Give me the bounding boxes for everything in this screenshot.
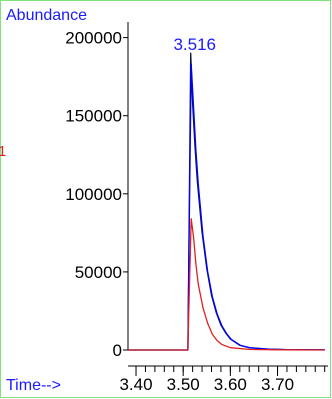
- side-marker: 1: [0, 143, 6, 160]
- x-axis-label: Time-->: [6, 377, 61, 394]
- y-tick-label: 200000: [65, 29, 122, 48]
- x-tick-label: 3.50: [167, 375, 200, 394]
- series-line-1: [128, 52, 325, 351]
- axes: 0 50000 100000 150000 200000 3.40 3.50 3.60 3.70: [65, 22, 328, 394]
- x-tick-label: 3.60: [214, 375, 247, 394]
- series-line-2: [128, 63, 325, 351]
- y-axis-label: Abundance: [6, 7, 87, 24]
- plot-area: [128, 52, 325, 351]
- y-tick-label: 100000: [65, 185, 122, 204]
- series-line-3: [128, 218, 325, 351]
- x-tick-label: 3.40: [119, 375, 152, 394]
- y-tick-label: 150000: [65, 107, 122, 126]
- x-tick-label: 3.70: [261, 375, 294, 394]
- peak-label: 3.516: [173, 35, 216, 54]
- y-tick-label: 0: [113, 341, 122, 360]
- y-tick-label: 50000: [75, 263, 122, 282]
